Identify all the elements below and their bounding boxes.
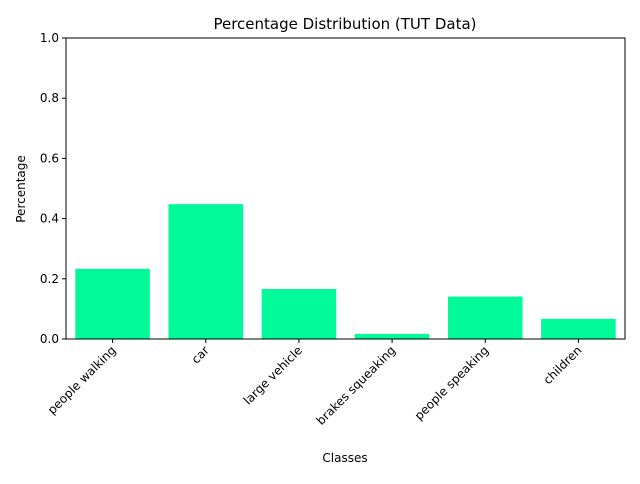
x-tick-label: people speaking	[412, 343, 492, 423]
x-tick-label: brakes squeaking	[314, 343, 399, 428]
bars-layer	[75, 204, 616, 339]
x-tick-label: people walking	[45, 343, 119, 417]
x-tick-label: car	[189, 343, 212, 366]
plot-frame	[65, 37, 626, 340]
x-tick-label: children	[541, 343, 585, 387]
bar-people-walking	[75, 268, 150, 339]
y-tick-label: 0.2	[40, 272, 59, 286]
y-axis-label: Percentage	[14, 155, 28, 223]
y-tick-label: 0.6	[40, 151, 59, 165]
axes-layer: 0.0 0.2 0.4 0.6 0.8 1.0 people walking car large…	[40, 31, 626, 428]
bar-brakes-squeaking	[354, 333, 430, 339]
x-axis-label: Classes	[322, 451, 367, 465]
y-tick-label: 0.0	[40, 332, 59, 346]
bar-children	[541, 318, 616, 339]
y-tick-label: 0.8	[40, 91, 59, 105]
bar-large-vehicle	[261, 289, 337, 339]
x-tick-label: large vehicle	[241, 343, 305, 407]
y-tick-label: 0.4	[40, 212, 59, 226]
chart-title: Percentage Distribution (TUT Data)	[213, 15, 476, 33]
bar-car	[168, 204, 244, 339]
bar-people-speaking	[447, 296, 523, 339]
y-tick-label: 1.0	[40, 31, 59, 45]
